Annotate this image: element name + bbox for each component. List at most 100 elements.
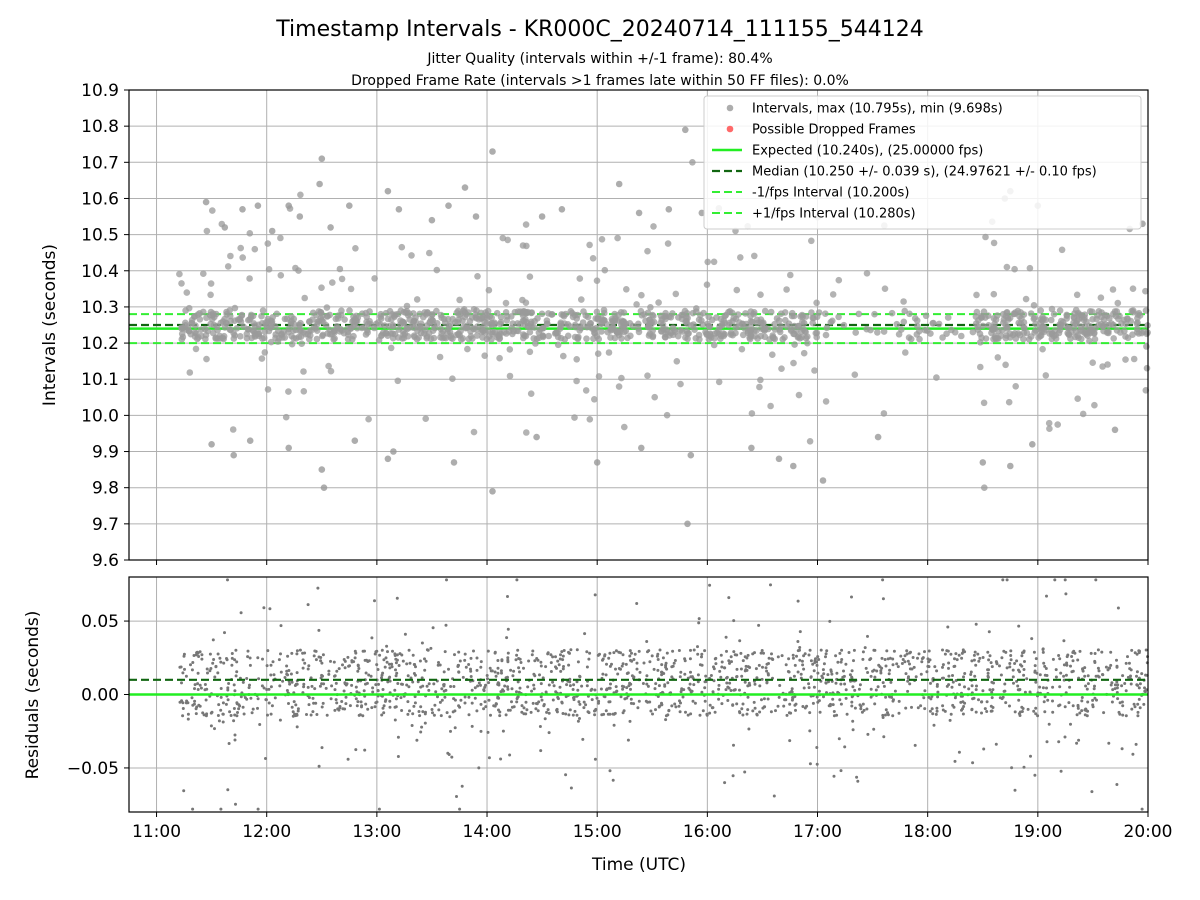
residual-point	[928, 658, 932, 662]
interval-point	[433, 307, 440, 315]
residual-point	[1008, 662, 1012, 665]
residual-point	[493, 670, 497, 674]
interval-point	[863, 325, 870, 333]
residual-point	[556, 659, 560, 663]
residual-point	[1012, 681, 1015, 685]
interval-point	[1021, 324, 1028, 332]
residual-point	[1057, 654, 1061, 657]
residual-point	[1038, 685, 1042, 689]
residual-point	[463, 695, 467, 699]
interval-point	[1103, 329, 1111, 336]
interval-point	[1109, 286, 1117, 293]
residual-point	[1077, 738, 1081, 742]
residual-point	[371, 690, 375, 694]
interval-point	[444, 315, 452, 323]
residual-point	[309, 676, 313, 680]
residual-point	[529, 710, 533, 714]
residual-point	[506, 658, 510, 662]
interval-point	[969, 328, 977, 336]
residual-point	[651, 712, 654, 716]
interval-point	[483, 311, 490, 319]
interval-point	[790, 462, 797, 470]
residual-point	[562, 665, 565, 668]
interval-point	[277, 272, 285, 279]
residual-point	[400, 709, 404, 712]
residual-point	[670, 665, 674, 669]
interval-point	[673, 358, 681, 365]
interval-point	[693, 308, 700, 315]
interval-point	[906, 310, 913, 318]
residual-point	[485, 674, 489, 677]
residual-point	[486, 677, 489, 681]
residual-point	[1115, 680, 1119, 684]
residual-point	[957, 750, 961, 754]
interval-point	[900, 318, 908, 326]
residual-point	[758, 684, 762, 688]
residual-point	[973, 674, 977, 678]
residual-point	[1018, 714, 1022, 717]
interval-point	[835, 313, 842, 321]
interval-point	[799, 318, 806, 326]
interval-point	[279, 334, 286, 341]
residual-point	[661, 656, 665, 660]
interval-point	[582, 387, 590, 394]
residual-point	[1144, 648, 1148, 652]
residual-point	[974, 688, 978, 692]
interval-point	[237, 333, 244, 340]
residual-point	[233, 733, 237, 737]
interval-point	[200, 270, 207, 278]
x-axis-label: Time (UTC)	[591, 855, 686, 875]
residual-point	[473, 686, 477, 690]
residual-point	[784, 698, 788, 702]
residual-point	[516, 680, 520, 684]
residual-point	[994, 742, 998, 746]
residual-point	[496, 666, 500, 670]
interval-point	[598, 328, 605, 335]
residual-point	[268, 607, 272, 611]
residual-point	[463, 652, 467, 656]
residual-point	[181, 714, 185, 718]
residual-point	[448, 715, 452, 719]
residual-point	[1001, 578, 1005, 582]
interval-point	[277, 234, 284, 242]
residual-point	[364, 702, 368, 706]
residual-point	[1013, 710, 1017, 714]
residual-point	[269, 685, 273, 689]
interval-point	[573, 377, 580, 385]
residual-point	[518, 686, 522, 690]
residual-point	[564, 695, 568, 699]
residual-point	[664, 714, 668, 718]
residual-point	[1145, 688, 1149, 692]
residual-point	[568, 651, 571, 655]
interval-point	[237, 244, 244, 252]
intervals-y-tick-label: 10.8	[81, 117, 119, 137]
residual-point	[564, 773, 568, 777]
interval-point	[295, 321, 303, 329]
residual-point	[774, 709, 777, 713]
residual-point	[405, 662, 409, 666]
residual-point	[522, 666, 525, 670]
interval-point	[1048, 316, 1055, 324]
interval-point	[560, 352, 567, 360]
interval-point	[191, 313, 198, 320]
residual-point	[766, 672, 770, 676]
residual-point	[612, 651, 616, 655]
interval-point	[695, 331, 703, 339]
residual-point	[301, 651, 305, 655]
interval-point	[377, 332, 385, 340]
residual-point	[587, 657, 591, 661]
residual-point	[532, 683, 536, 687]
residual-point	[906, 659, 910, 663]
residual-point	[790, 698, 794, 702]
residual-point	[843, 745, 847, 749]
legend-label: Intervals, max (10.795s), min (9.698s)	[752, 102, 1003, 117]
residual-point	[546, 708, 550, 712]
interval-point	[650, 223, 657, 230]
interval-point	[433, 266, 441, 274]
residual-point	[636, 706, 640, 710]
interval-point	[472, 213, 480, 220]
residual-point	[418, 714, 422, 718]
interval-point	[1061, 322, 1069, 330]
interval-point	[309, 309, 317, 317]
residual-point	[974, 710, 978, 714]
